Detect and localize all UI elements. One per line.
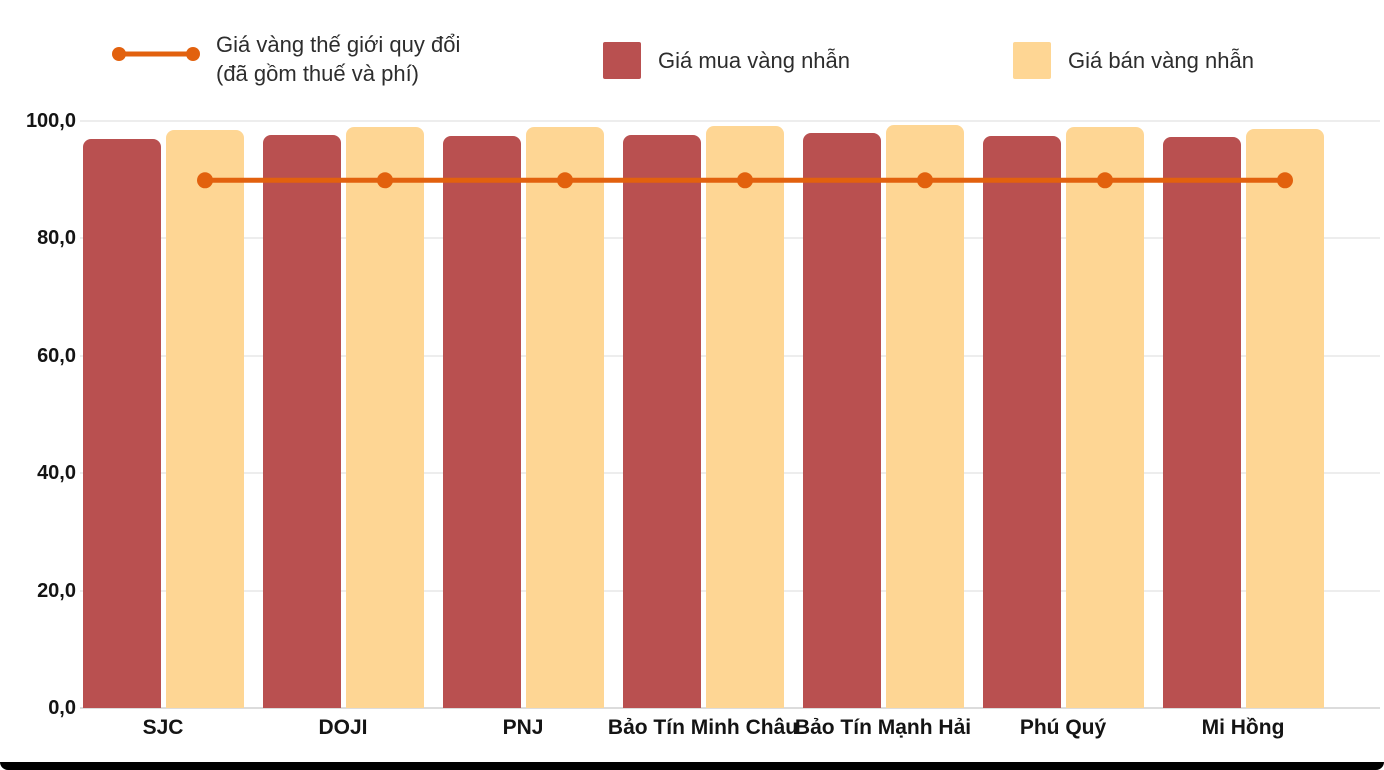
x-axis-label: Bảo Tín Minh Châu [607, 716, 799, 739]
bar-sell-price [166, 129, 244, 708]
grid-line [80, 707, 1380, 709]
bottom-frame-bar [0, 762, 1384, 770]
legend-label-world-price-line2: (đã gồm thuế và phí) [216, 61, 420, 86]
sell-price-swatch-icon [1013, 42, 1051, 79]
x-axis-label: DOJI [318, 716, 368, 739]
bar-buy-price [803, 133, 881, 708]
bar-buy-price [1163, 137, 1241, 708]
x-axis-label: PNJ [502, 716, 544, 739]
legend-item-buy-price: Giá mua vàng nhẫn [603, 42, 850, 79]
bar-buy-price [623, 135, 701, 708]
bar-sell-price [526, 127, 604, 708]
y-tick-label: 100,0 [25, 110, 76, 132]
x-axis-label: Mi Hồng [1201, 716, 1285, 739]
y-tick-label: 60,0 [37, 344, 76, 367]
y-tick-label: 80,0 [37, 227, 76, 250]
bar-sell-price [706, 126, 784, 708]
legend-label-sell-price: Giá bán vàng nhẫn [1068, 48, 1254, 73]
bar-sell-price [346, 126, 424, 708]
legend-item-world-price: Giá vàng thế giới quy đổi (đã gồm thuế v… [112, 30, 460, 88]
line-with-dots-icon [112, 47, 200, 61]
y-tick-label: 40,0 [37, 462, 76, 485]
bar-buy-price [443, 135, 521, 708]
legend-item-sell-price: Giá bán vàng nhẫn [1013, 42, 1254, 79]
buy-price-swatch-icon [603, 42, 641, 79]
x-axis-label: Bảo Tín Mạnh Hải [794, 716, 972, 739]
legend-label-world-price: Giá vàng thế giới quy đổi (đã gồm thuế v… [216, 30, 460, 88]
legend-label-world-price-line1: Giá vàng thế giới quy đổi [216, 32, 461, 57]
legend-label-buy-price: Giá mua vàng nhẫn [658, 48, 851, 73]
y-tick-label: 0,0 [48, 697, 76, 719]
bar-sell-price [1246, 128, 1324, 708]
y-tick-label: 20,0 [37, 579, 76, 602]
bar-buy-price [263, 135, 341, 708]
x-axis-label: SJC [142, 716, 184, 739]
x-axis-label: Phú Quý [1019, 716, 1107, 739]
bar-buy-price [983, 135, 1061, 708]
bar-buy-price [83, 138, 161, 708]
grid-line [80, 120, 1380, 122]
bar-sell-price [1066, 126, 1144, 708]
bar-sell-price [886, 124, 964, 708]
